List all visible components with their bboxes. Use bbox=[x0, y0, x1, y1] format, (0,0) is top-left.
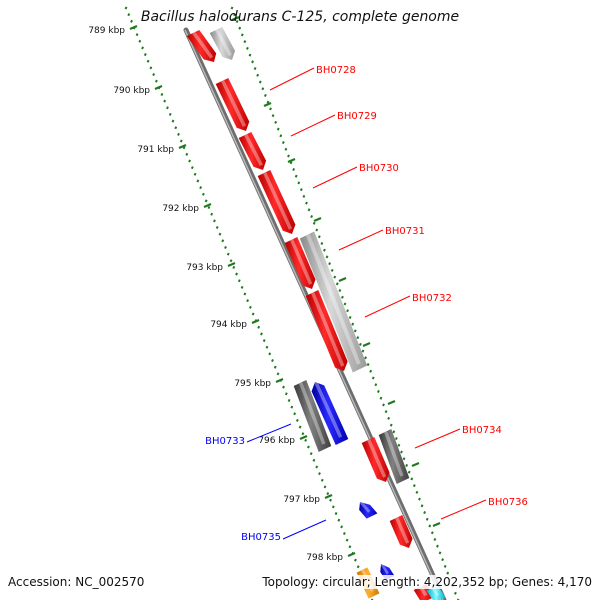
gene-label: BH0731 bbox=[385, 226, 425, 237]
tick-label: 794 kbp bbox=[210, 320, 247, 330]
tick-label: 792 kbp bbox=[162, 204, 199, 214]
gene-label: BH0729 bbox=[337, 111, 377, 122]
gene-bh0731 bbox=[284, 236, 316, 289]
gene-bh0730 bbox=[257, 169, 296, 234]
gene-bh0729 bbox=[238, 131, 267, 170]
tick-label: 789 kbp bbox=[88, 26, 125, 36]
gene-bh0736 bbox=[389, 514, 413, 548]
gene-bh0728 bbox=[215, 77, 250, 131]
gene-label: BH0732 bbox=[412, 293, 452, 304]
tick-mark bbox=[411, 461, 420, 468]
tick-mark bbox=[178, 143, 187, 150]
tick-mark bbox=[227, 261, 236, 268]
gene-label-leader bbox=[364, 295, 411, 318]
tick-label: 795 kbp bbox=[234, 379, 271, 389]
feature-dark-gray bbox=[293, 379, 332, 453]
gene-label-leader bbox=[246, 423, 292, 443]
feature-dark-gray bbox=[378, 428, 410, 485]
tick-mark bbox=[387, 399, 396, 406]
feature-cyan bbox=[426, 585, 446, 600]
tick-mark bbox=[338, 276, 347, 283]
feature-light-gray bbox=[209, 26, 236, 61]
tick-mark bbox=[263, 101, 272, 108]
gene-label-leader bbox=[282, 519, 327, 540]
tick-mark bbox=[129, 24, 138, 31]
tick-mark bbox=[299, 434, 308, 441]
topology-stats: Topology: circular; Length: 4,202,352 bp… bbox=[262, 575, 592, 589]
gene-bh0733 bbox=[311, 382, 349, 446]
tick-mark bbox=[203, 202, 212, 209]
accession-text: Accession: NC_002570 bbox=[8, 575, 145, 589]
gene-label-leader bbox=[338, 229, 384, 251]
gene-bh0735 bbox=[359, 502, 378, 519]
gene-bh0727 bbox=[186, 29, 217, 63]
gene-bh0732 bbox=[305, 289, 348, 371]
tick-mark bbox=[313, 216, 322, 223]
gene-label: BH0730 bbox=[359, 163, 399, 174]
gene-label-leader bbox=[440, 499, 487, 520]
gene-label-leader bbox=[290, 114, 336, 137]
gene-label: BH0733 bbox=[205, 436, 245, 447]
tick-mark bbox=[154, 84, 163, 91]
tick-mark bbox=[231, 15, 240, 22]
gene-label: BH0728 bbox=[316, 65, 356, 76]
tick-label: 793 kbp bbox=[186, 263, 223, 273]
tick-mark bbox=[275, 377, 284, 384]
gene-label-leader bbox=[312, 166, 358, 189]
tick-label: 797 kbp bbox=[283, 495, 320, 505]
tick-label: 790 kbp bbox=[113, 86, 150, 96]
gene-layer bbox=[186, 26, 446, 600]
gene-bh0734 bbox=[361, 436, 390, 482]
tick-mark bbox=[432, 521, 441, 528]
tick-label: 796 kbp bbox=[258, 436, 295, 446]
tick-label: 791 kbp bbox=[137, 145, 174, 155]
outer-tick-ruler bbox=[230, 6, 460, 600]
tick-mark bbox=[324, 493, 333, 500]
gene-label: BH0736 bbox=[488, 497, 528, 508]
tick-label: 798 kbp bbox=[306, 553, 343, 563]
tick-mark bbox=[251, 318, 260, 325]
tick-mark bbox=[287, 157, 296, 164]
feature-light-gray bbox=[299, 231, 368, 373]
gene-label: BH0734 bbox=[462, 425, 502, 436]
gene-label-leader bbox=[269, 67, 315, 91]
gene-label: BH0735 bbox=[241, 532, 281, 543]
map-title: Bacillus halodurans C-125, complete geno… bbox=[140, 9, 460, 25]
label-layer: BH0728 BH0729 BH0730 BH0731 BH0732 BH0733 BH07… bbox=[205, 65, 528, 543]
tick-mark bbox=[362, 341, 371, 348]
tick-mark bbox=[347, 551, 356, 558]
gene-label-leader bbox=[414, 428, 461, 449]
